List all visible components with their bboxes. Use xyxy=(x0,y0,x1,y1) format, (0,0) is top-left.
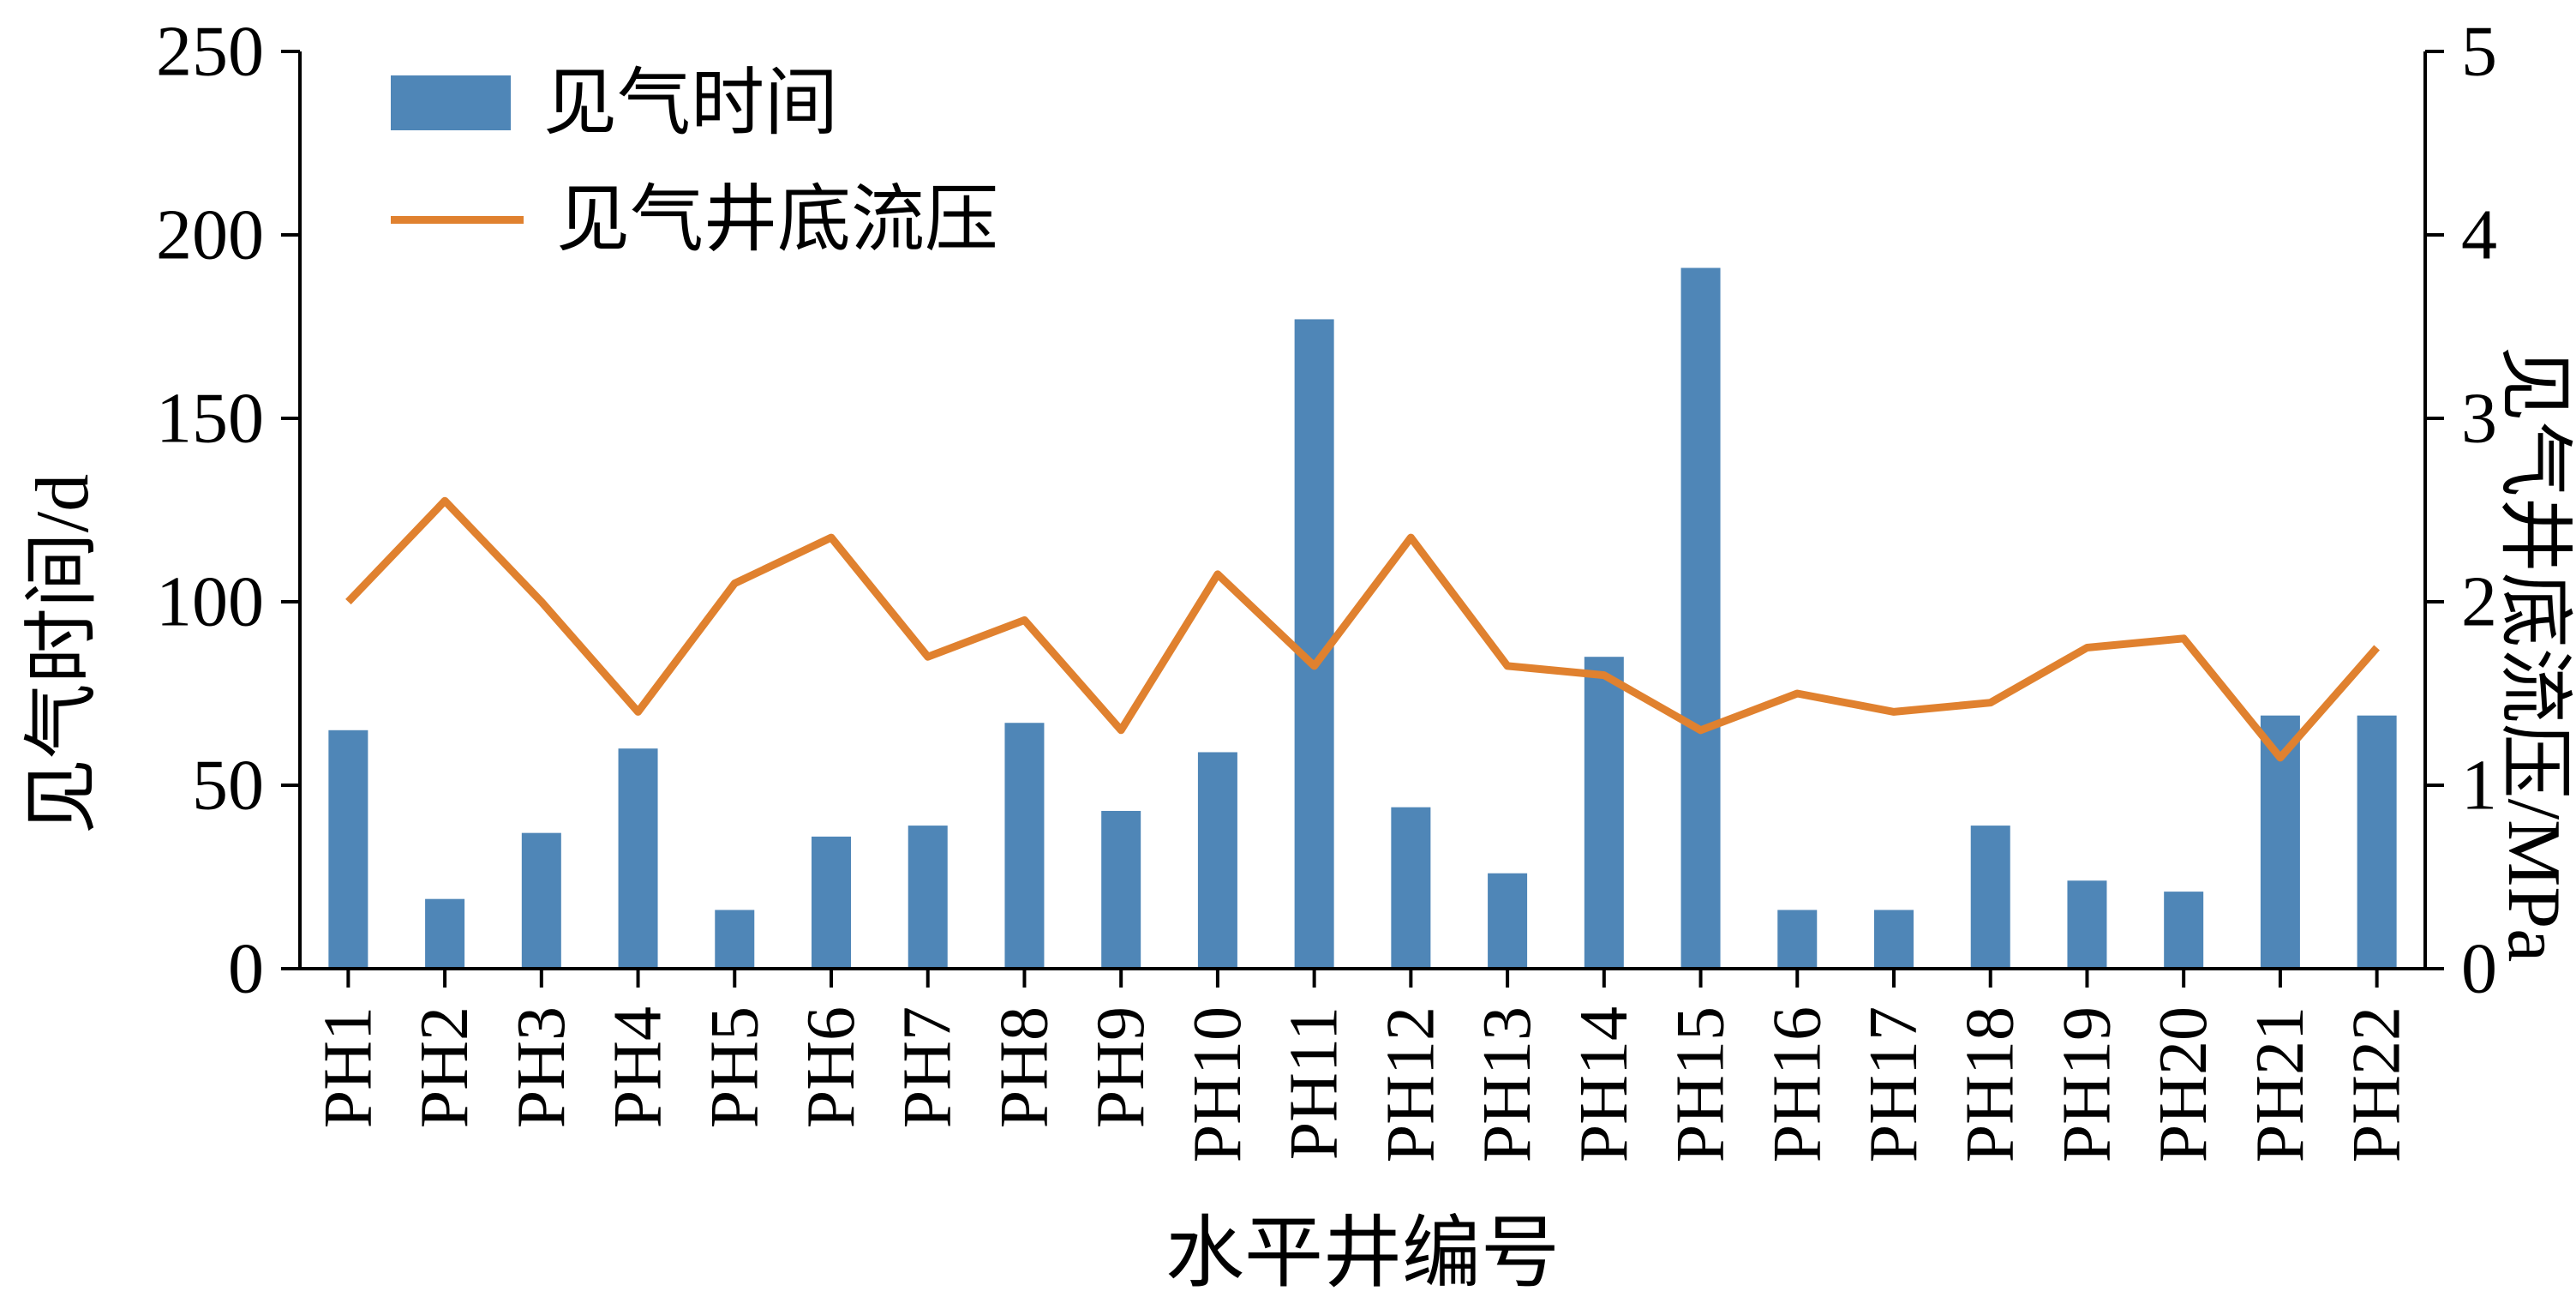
x-tick-label-ph4: PH4 xyxy=(601,1006,676,1128)
x-tick-label-ph17: PH17 xyxy=(1856,1006,1932,1162)
x-tick-label-ph9: PH9 xyxy=(1083,1006,1159,1128)
bar-ph13 xyxy=(1488,873,1528,969)
x-tick-label-ph10: PH10 xyxy=(1180,1006,1255,1162)
x-tick-label-ph2: PH2 xyxy=(407,1006,482,1128)
x-tick-label-ph21: PH21 xyxy=(2243,1006,2318,1162)
right-tick-label: 4 xyxy=(2461,195,2497,275)
bar-ph10 xyxy=(1197,752,1237,969)
x-tick-label-ph20: PH20 xyxy=(2146,1006,2221,1162)
right-axis-title: 见气井底流压/MPa xyxy=(2492,345,2575,963)
bar-ph16 xyxy=(1777,910,1818,969)
x-tick-label-ph22: PH22 xyxy=(2339,1006,2415,1162)
bar-ph19 xyxy=(2067,880,2107,969)
bar-ph9 xyxy=(1101,810,1141,969)
bar-ph4 xyxy=(618,748,658,969)
bar-ph20 xyxy=(2164,892,2204,969)
x-tick-label-ph14: PH14 xyxy=(1567,1006,1642,1162)
legend: 见气时间 见气井底流压 xyxy=(391,60,998,262)
bar-ph14 xyxy=(1584,657,1624,969)
bar-ph6 xyxy=(812,836,851,969)
x-tick-label-ph11: PH11 xyxy=(1277,1006,1352,1160)
bar-ph22 xyxy=(2357,715,2397,969)
left-tick-label: 250 xyxy=(156,12,264,92)
x-tick-label-ph8: PH8 xyxy=(986,1006,1062,1128)
x-tick-label-ph15: PH15 xyxy=(1663,1006,1739,1162)
left-tick-label: 50 xyxy=(192,746,264,826)
right-tick-label: 0 xyxy=(2461,929,2497,1009)
left-tick-label: 100 xyxy=(156,562,264,642)
bar-ph17 xyxy=(1874,910,1914,969)
legend-bar-swatch xyxy=(391,75,511,130)
bar-ph2 xyxy=(425,898,465,969)
x-axis-title: 水平井编号 xyxy=(1165,1210,1560,1297)
x-tick-label-ph7: PH7 xyxy=(890,1006,966,1128)
x-tick-label-ph6: PH6 xyxy=(794,1006,869,1128)
left-tick-label: 200 xyxy=(156,195,264,275)
x-tick-label-ph13: PH13 xyxy=(1470,1006,1545,1162)
right-tick-label: 2 xyxy=(2461,562,2497,642)
legend-item-bar: 见气时间 xyxy=(391,60,998,146)
bar-ph3 xyxy=(521,832,561,969)
bar-ph1 xyxy=(328,730,368,969)
left-tick-label: 150 xyxy=(156,379,264,459)
right-tick-label: 1 xyxy=(2461,746,2497,826)
bar-ph12 xyxy=(1391,807,1431,969)
x-tick-label-ph19: PH19 xyxy=(2049,1006,2124,1162)
x-tick-label-ph5: PH5 xyxy=(697,1006,772,1128)
right-tick-label: 3 xyxy=(2461,379,2497,459)
x-tick-label-ph1: PH1 xyxy=(310,1006,386,1128)
legend-bar-label: 见气时间 xyxy=(543,62,838,144)
bar-ph7 xyxy=(908,826,948,969)
left-tick-label: 0 xyxy=(228,929,264,1009)
x-tick-label-ph3: PH3 xyxy=(504,1006,579,1128)
bar-ph5 xyxy=(715,910,755,969)
x-tick-label-ph12: PH12 xyxy=(1373,1006,1448,1162)
x-tick-label-ph16: PH16 xyxy=(1759,1006,1835,1162)
bar-ph15 xyxy=(1680,267,1721,969)
right-tick-label: 5 xyxy=(2461,12,2497,92)
legend-line-label: 见气井底流压 xyxy=(556,178,998,261)
left-axis-title: 见气时间/d xyxy=(21,473,105,835)
legend-line-swatch xyxy=(391,215,524,224)
legend-item-line: 见气井底流压 xyxy=(391,177,998,262)
bar-ph18 xyxy=(1970,826,2010,969)
bar-ph8 xyxy=(1004,723,1045,969)
pressure-line xyxy=(345,496,2381,762)
x-tick-label-ph18: PH18 xyxy=(1953,1006,2028,1162)
